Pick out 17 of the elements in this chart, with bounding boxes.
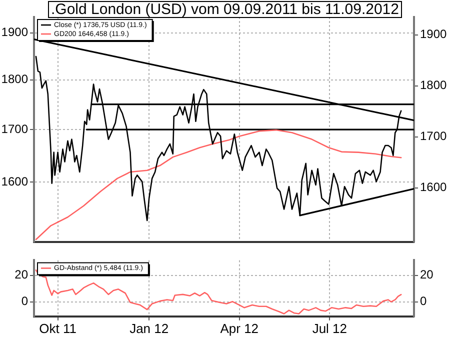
x-tick-label: Okt 11 (39, 320, 76, 336)
y2-tick-label: 1900 (420, 27, 448, 42)
y2-tick-label: 0 (420, 294, 427, 308)
y2-tick-label: 1700 (420, 129, 448, 144)
y-tick-label: 1700 (1, 122, 28, 136)
chart-title: .Gold London (USD) vom 09.09.2011 bis 11.09.2012 (48, 1, 402, 18)
y-tick-label: 20 (14, 268, 28, 282)
x-tick-label: Jan 12 (130, 320, 169, 336)
y2-tick-label: 1800 (420, 78, 448, 92)
y2-tick-label: 20 (420, 268, 434, 282)
y-tick-label: 1900 (1, 25, 28, 40)
y-tick-label: 1800 (1, 72, 28, 86)
x-tick-label: Jul 12 (312, 320, 348, 336)
y-tick-label: 0 (21, 294, 28, 308)
y2-tick-label: 1600 (420, 180, 448, 194)
x-tick-label: Apr 12 (220, 320, 259, 336)
y-tick-label: 1600 (1, 174, 28, 189)
